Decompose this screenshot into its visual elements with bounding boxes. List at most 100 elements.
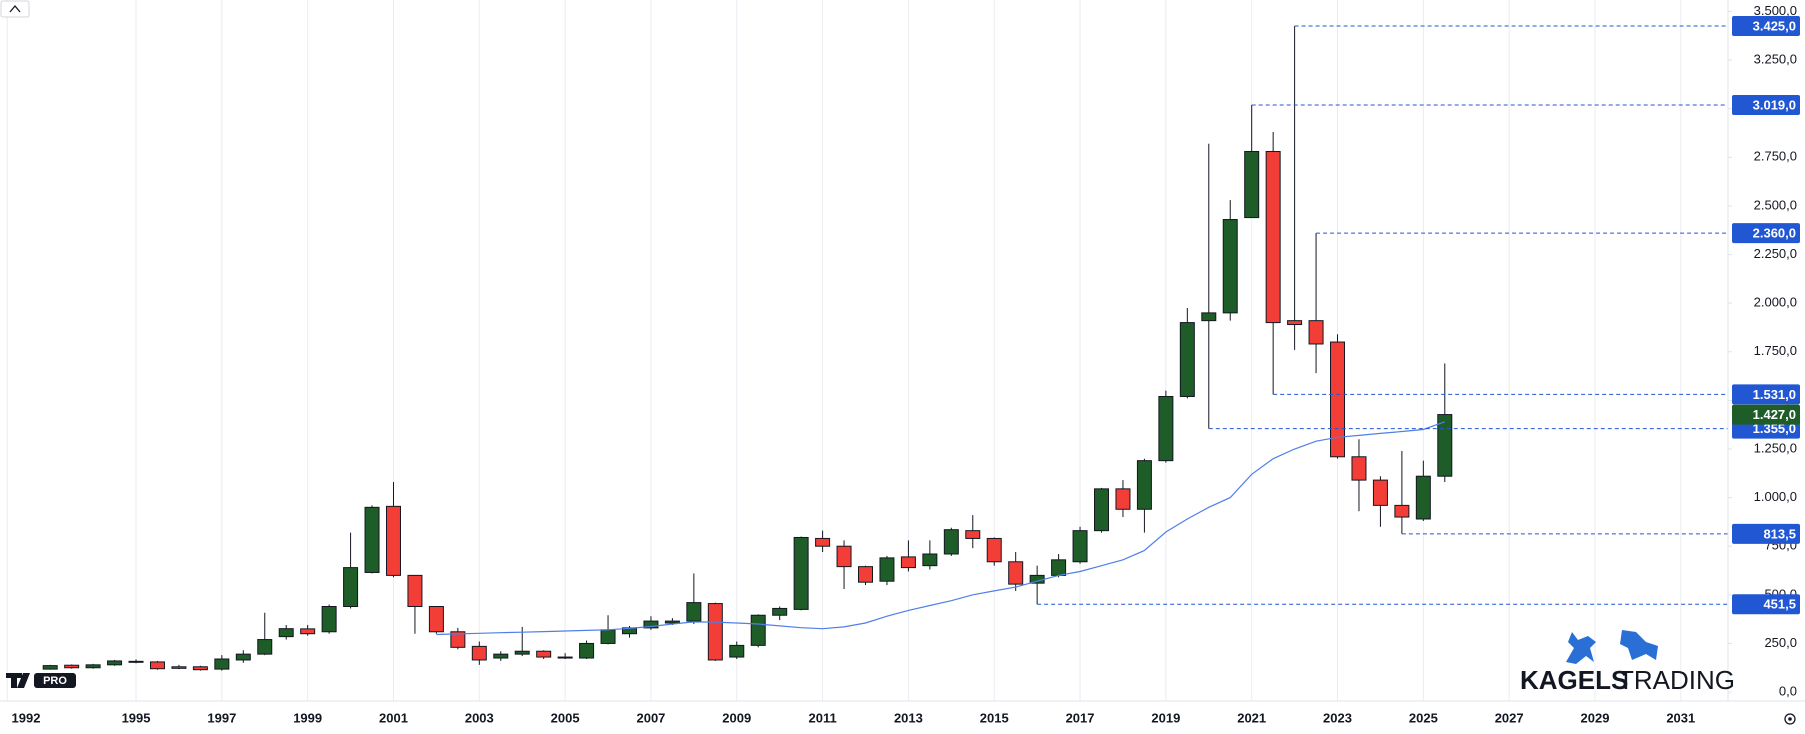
plot bbox=[42, 25, 1728, 671]
candle-body bbox=[1372, 479, 1388, 506]
candle-body bbox=[300, 628, 316, 635]
candle-body bbox=[1051, 559, 1067, 576]
candle-body bbox=[579, 642, 595, 659]
candle-body bbox=[1072, 530, 1088, 563]
candle-body bbox=[1094, 488, 1110, 532]
level-label: 1.355,0 bbox=[1753, 421, 1796, 436]
badge-text: PRO bbox=[43, 675, 67, 687]
candle-body bbox=[1115, 488, 1131, 510]
candle-body bbox=[385, 505, 401, 576]
x-tick-label: 2015 bbox=[980, 710, 1009, 725]
level-label: 3.019,0 bbox=[1753, 97, 1796, 112]
candle-body bbox=[128, 660, 144, 663]
candle-body bbox=[664, 620, 680, 624]
moving-average bbox=[436, 421, 1446, 636]
y-tick-label: 1.750,0 bbox=[1754, 343, 1797, 358]
candle-body bbox=[900, 556, 916, 569]
candle-body bbox=[836, 545, 852, 568]
x-tick-label: 2011 bbox=[808, 710, 836, 725]
candle-body bbox=[879, 557, 895, 582]
x-tick-label: 2005 bbox=[551, 710, 580, 725]
candle-body bbox=[343, 567, 359, 607]
level-label-box bbox=[1732, 95, 1800, 116]
x-tick-label: 1997 bbox=[207, 710, 236, 725]
candle-body bbox=[192, 666, 208, 671]
y-tick-label: 2.250,0 bbox=[1754, 246, 1797, 261]
candle-body bbox=[428, 605, 444, 633]
candle-body bbox=[171, 666, 187, 669]
y-tick-label: 0,0 bbox=[1779, 683, 1797, 698]
y-tick-label: 2.000,0 bbox=[1754, 295, 1797, 310]
x-tick-label: 2009 bbox=[722, 710, 751, 725]
candle-body bbox=[85, 664, 101, 669]
candle-body bbox=[793, 536, 809, 610]
candle-body bbox=[107, 660, 123, 666]
candle-body bbox=[1008, 561, 1024, 585]
tv-badge: PRO bbox=[6, 673, 76, 688]
x-tick-label: 2017 bbox=[1066, 710, 1095, 725]
candle-body bbox=[1136, 460, 1152, 510]
candle-body bbox=[493, 653, 509, 659]
candle-body bbox=[1437, 414, 1453, 477]
candle-body bbox=[1244, 150, 1260, 219]
x-tick-label: 1999 bbox=[293, 710, 322, 725]
candle-body bbox=[1308, 320, 1324, 345]
candle-body bbox=[1394, 504, 1410, 518]
x-tick-label: 2001 bbox=[379, 710, 408, 725]
candle-body bbox=[707, 603, 723, 661]
level-label-box bbox=[1732, 223, 1800, 244]
y-tick-label: 3.500,0 bbox=[1754, 3, 1797, 18]
candle-body bbox=[858, 566, 874, 583]
candle-body bbox=[235, 653, 251, 661]
candle-body bbox=[149, 661, 165, 670]
candle-body bbox=[1351, 456, 1367, 481]
candle-body bbox=[1287, 320, 1303, 326]
x-tick-label: 2021 bbox=[1237, 710, 1266, 725]
watermark-brand: KAGELS bbox=[1520, 665, 1628, 695]
candle-body bbox=[643, 620, 659, 629]
x-tick-label: 2013 bbox=[894, 710, 923, 725]
x-tick-label: 2025 bbox=[1409, 710, 1438, 725]
x-tick-label: 2023 bbox=[1323, 710, 1352, 725]
last-price-box bbox=[1732, 404, 1800, 425]
candle-body bbox=[1415, 475, 1431, 520]
candle-body bbox=[536, 650, 552, 658]
x-tick-label: 2019 bbox=[1151, 710, 1180, 725]
x-tick-label: 2003 bbox=[465, 710, 494, 725]
candle-body bbox=[364, 506, 380, 573]
level-label-box bbox=[1732, 594, 1800, 615]
y-tick-label: 250,0 bbox=[1764, 635, 1797, 650]
candle-body bbox=[214, 658, 230, 670]
x-tick-label: 2029 bbox=[1581, 710, 1610, 725]
settings-button[interactable] bbox=[1784, 713, 1796, 725]
candle-body bbox=[686, 602, 702, 622]
candle-body bbox=[943, 529, 959, 555]
candle-body bbox=[815, 537, 831, 547]
x-tick-label: 1992 bbox=[12, 710, 41, 725]
candle-body bbox=[772, 607, 788, 616]
candle-body bbox=[986, 537, 1002, 563]
y-tick-label: 1.250,0 bbox=[1754, 440, 1797, 455]
candle-body bbox=[514, 650, 530, 655]
y-tick-label: 1.000,0 bbox=[1754, 489, 1797, 504]
x-tick-label: 2007 bbox=[636, 710, 665, 725]
x-tick-label: 2031 bbox=[1666, 710, 1695, 725]
candle-body bbox=[1265, 150, 1281, 324]
candle-body bbox=[1201, 312, 1217, 322]
candle-body bbox=[1330, 341, 1346, 458]
last-price-label: 1.427,0 bbox=[1753, 407, 1796, 422]
candle-body bbox=[64, 664, 80, 669]
y-tick-label: 2.500,0 bbox=[1754, 197, 1797, 212]
candle-body bbox=[922, 553, 938, 567]
candle-body bbox=[278, 628, 294, 638]
watermark: KAGELS TRADING bbox=[1520, 630, 1735, 695]
candle-body bbox=[257, 639, 273, 655]
x-tick-label: 2027 bbox=[1495, 710, 1524, 725]
collapse-button[interactable] bbox=[0, 0, 30, 18]
y-tick-label: 2.750,0 bbox=[1754, 149, 1797, 164]
candle-body bbox=[557, 656, 573, 659]
watermark-suffix: TRADING bbox=[1618, 665, 1735, 695]
candle-body bbox=[600, 629, 616, 644]
level-label-box bbox=[1732, 523, 1800, 544]
